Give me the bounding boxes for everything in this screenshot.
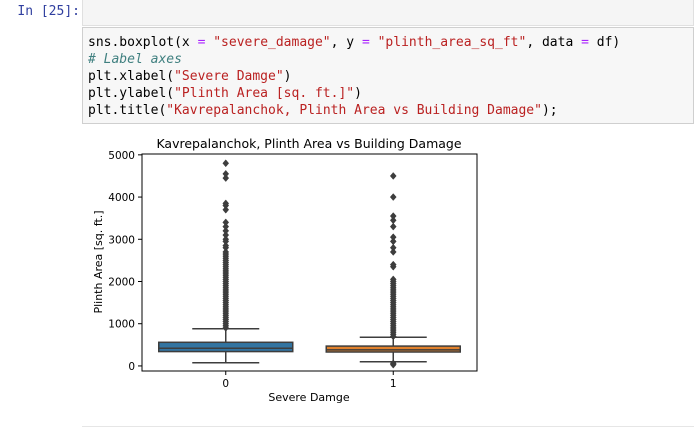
outlier-point — [389, 359, 397, 368]
outlier-point — [389, 216, 397, 225]
x-tick-label: 1 — [390, 378, 397, 390]
cell-prompt: In [25]: — [17, 4, 80, 19]
outlier-point — [222, 222, 230, 231]
outlier-point — [389, 260, 397, 269]
y-tick-label: 1000 — [108, 319, 135, 331]
outlier-point — [222, 218, 230, 227]
outlier-point — [222, 235, 230, 244]
code-line-5: plt.title("Kavrepalanchok, Plinth Area v… — [88, 103, 558, 118]
y-axis-label: Plinth Area [sq. ft.] — [92, 210, 105, 313]
outlier-point — [222, 199, 230, 208]
outlier-point — [222, 241, 230, 250]
y-tick-label: 4000 — [108, 192, 135, 204]
y-tick-label: 2000 — [108, 276, 135, 288]
outlier-point — [222, 174, 230, 182]
code-line-3: plt.xlabel("Severe Damge") — [88, 69, 292, 84]
y-tick-label: 0 — [128, 361, 135, 373]
outlier-point — [389, 212, 397, 220]
outlier-point — [389, 222, 397, 231]
outlier-point — [222, 159, 230, 168]
outlier-point — [389, 233, 397, 242]
chart-title: Kavrepalanchok, Plinth Area vs Building … — [156, 136, 461, 151]
boxplot-chart: Kavrepalanchok, Plinth Area vs Building … — [92, 136, 478, 404]
previous-cell-edge[interactable] — [82, 0, 694, 26]
y-tick-label: 3000 — [108, 234, 135, 246]
outlier-point — [389, 275, 397, 284]
box-iqr — [158, 341, 294, 353]
code-cell-input[interactable]: sns.boxplot(x = "severe_damage", y = "pl… — [82, 27, 694, 124]
cell-output: Kavrepalanchok, Plinth Area vs Building … — [82, 130, 694, 415]
outlier-point — [222, 231, 230, 239]
outlier-point — [222, 169, 230, 178]
box-iqr — [325, 345, 461, 353]
y-tick-label: 5000 — [108, 150, 135, 162]
code-line-2: # Label axes — [88, 52, 182, 67]
outlier-point — [222, 205, 230, 214]
outlier-point — [389, 172, 397, 180]
next-cell-edge — [82, 426, 694, 427]
code-line-4: plt.ylabel("Plinth Area [sq. ft.]") — [88, 86, 362, 101]
x-tick-label: 0 — [222, 378, 229, 390]
outlier-point — [389, 237, 397, 246]
plot-frame — [141, 153, 478, 372]
outlier-point — [389, 248, 397, 256]
outlier-point — [389, 193, 397, 201]
outlier-point — [389, 243, 397, 252]
outlier-point — [222, 248, 230, 256]
x-axis-label: Severe Damge — [268, 391, 349, 404]
code-line-1: sns.boxplot(x = "severe_damage", y = "pl… — [88, 35, 621, 50]
outlier-point — [222, 226, 230, 235]
